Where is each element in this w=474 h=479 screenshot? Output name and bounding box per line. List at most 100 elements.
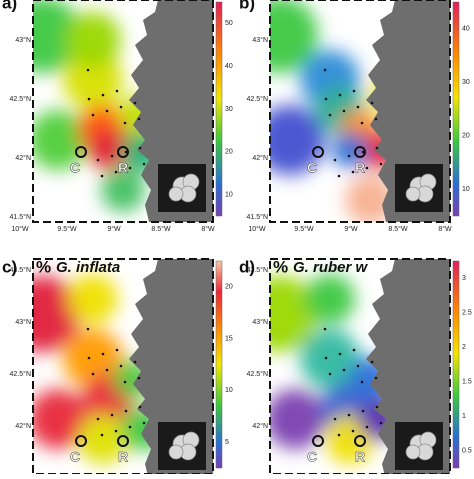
lon-tick-label: 9.5°W <box>294 225 314 233</box>
lat-tick-label: 42.5°N <box>10 95 31 103</box>
lat-tick-label: 42°N <box>15 154 31 162</box>
station <box>333 417 337 421</box>
station <box>124 409 128 413</box>
station <box>110 154 114 158</box>
lat-tick-label: 41.5°N <box>10 213 31 221</box>
map-area <box>33 259 213 474</box>
land <box>366 259 450 474</box>
field-blob <box>63 50 123 110</box>
station <box>133 101 137 105</box>
lon-tick-label: 10°W <box>248 225 266 233</box>
colorbar-tick-label: 1.5 <box>462 379 472 386</box>
field-blob <box>305 274 355 324</box>
panel-label: c) <box>2 257 17 276</box>
station <box>128 425 132 429</box>
station <box>86 327 90 331</box>
station <box>128 166 132 170</box>
station <box>123 121 127 125</box>
station <box>123 380 127 384</box>
field-blob <box>270 105 325 175</box>
lat-tick-label: 43°N <box>15 318 31 326</box>
station <box>142 421 146 425</box>
station <box>110 413 114 417</box>
lon-tick-label: 8.5°W <box>151 225 171 233</box>
map-panel: 40 30 20 10 43°N 42.5°N 42°N 41.5°N 10°W 9.5°W 9°W… <box>239 0 470 233</box>
field-blob <box>270 389 325 449</box>
site-marker <box>312 146 324 158</box>
station <box>142 162 146 166</box>
station <box>338 93 342 97</box>
site-label: R <box>355 160 365 176</box>
station <box>328 372 332 376</box>
colorbar-tick-label: 3 <box>462 275 466 282</box>
colorbar <box>452 260 460 469</box>
station <box>101 352 105 356</box>
station <box>87 356 91 360</box>
map-frame <box>32 0 214 223</box>
lat-tick-label: 42°N <box>252 154 268 162</box>
station <box>138 405 142 409</box>
colorbar-tick-label: 40 <box>462 26 470 33</box>
lat-tick-label: 42°N <box>15 422 31 430</box>
site-marker <box>117 435 129 447</box>
station <box>91 113 95 117</box>
station <box>342 109 346 113</box>
lat-tick-label: 43.5°N <box>10 266 31 274</box>
field-blob <box>78 414 128 464</box>
unit-label: % <box>36 257 51 276</box>
site-marker <box>354 146 366 158</box>
species-name: G. ruber w <box>293 259 369 276</box>
site-marker <box>75 435 87 447</box>
map-panel: 20 15 10 5 43.5°N 43°N 42.5°N 42°N c)% G. inflata… <box>2 257 233 475</box>
station <box>96 158 100 162</box>
site-marker <box>354 435 366 447</box>
station <box>96 417 100 421</box>
lon-tick-label: 8.5°W <box>388 225 408 233</box>
colorbar-tick-label: 1 <box>462 413 466 420</box>
site-label: C <box>307 449 317 465</box>
station <box>114 429 118 433</box>
station <box>379 421 383 425</box>
station <box>375 146 379 150</box>
station <box>370 101 374 105</box>
site-marker <box>75 146 87 158</box>
station <box>360 380 364 384</box>
site-label: R <box>118 449 128 465</box>
site-marker <box>117 146 129 158</box>
station <box>119 364 123 368</box>
station <box>370 360 374 364</box>
field-blob <box>345 175 395 222</box>
station <box>337 174 341 178</box>
station <box>137 376 141 380</box>
field-blob <box>33 110 88 170</box>
station <box>328 113 332 117</box>
site-label: R <box>355 449 365 465</box>
unit-label: % <box>273 257 288 276</box>
station <box>352 89 356 93</box>
interpolated-field <box>33 0 165 212</box>
colorbar-tick-label: 20 <box>462 133 470 140</box>
lon-tick-label: 8°W <box>438 225 452 233</box>
station <box>356 364 360 368</box>
station <box>137 117 141 121</box>
panel-label: d) <box>239 257 255 276</box>
station <box>87 97 91 101</box>
colorbar <box>215 1 223 217</box>
station <box>375 405 379 409</box>
sem-chamber <box>405 444 421 460</box>
station <box>100 433 104 437</box>
station <box>323 68 327 72</box>
colorbar-tick-label: 5 <box>225 439 229 446</box>
land <box>129 259 213 474</box>
panel-label: a) <box>2 0 17 12</box>
colorbar-tick-label: 20 <box>225 149 233 156</box>
site-label: C <box>70 449 80 465</box>
station <box>114 170 118 174</box>
site-marker <box>312 435 324 447</box>
field-blob <box>300 329 360 389</box>
station <box>138 146 142 150</box>
site-label: C <box>70 160 80 176</box>
field-blob <box>68 274 118 324</box>
field-blob <box>101 168 145 212</box>
